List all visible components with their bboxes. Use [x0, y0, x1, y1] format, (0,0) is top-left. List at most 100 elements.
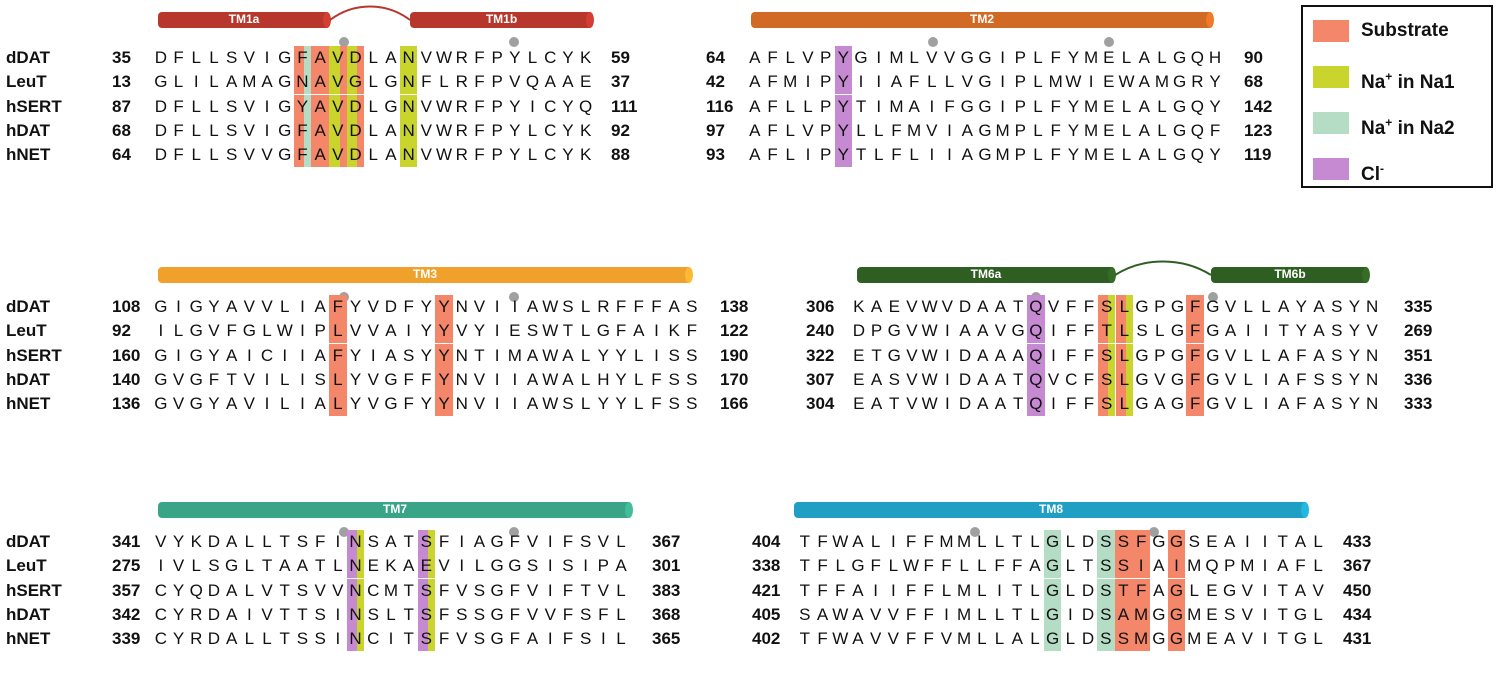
residue: S [562, 297, 574, 316]
start-residue-number: 306 [806, 297, 835, 316]
residue: I [876, 96, 882, 116]
residue: G [189, 345, 203, 365]
residue: I [876, 72, 882, 92]
residue: T [799, 580, 811, 600]
residue: G [346, 70, 365, 95]
residue: V [367, 394, 379, 414]
residue: A [1138, 120, 1150, 140]
residue: S [417, 602, 436, 627]
residue: Q [1027, 319, 1045, 344]
residue: F [1295, 556, 1306, 576]
residue: Y [615, 369, 627, 389]
residue: G [384, 369, 398, 389]
residue: A [961, 145, 973, 165]
residue: G [960, 96, 974, 116]
residue: C [1065, 369, 1078, 389]
residue: F [905, 580, 917, 600]
residue: F [403, 369, 414, 389]
residue: V [906, 321, 918, 341]
tm2-helix-label: TM2 [970, 12, 994, 26]
residue: Y [615, 394, 627, 414]
residue: L [1030, 532, 1040, 551]
residue: G [1173, 120, 1187, 140]
residue: L [1115, 343, 1134, 368]
residue: G [490, 556, 504, 576]
residue: I [947, 145, 952, 165]
residue: I [494, 345, 500, 365]
residue: L [1121, 145, 1132, 165]
residue: M [907, 120, 922, 140]
residue: L [527, 145, 538, 165]
residue: A [977, 321, 989, 341]
residue: E [417, 554, 436, 579]
residue: W [921, 321, 938, 341]
species-label: hNET [6, 629, 51, 649]
residue: I [583, 556, 588, 576]
residue: S [888, 369, 900, 389]
residue: I [1262, 556, 1268, 576]
tm1-helix-label: TM1b [485, 12, 518, 26]
residue: V [329, 70, 347, 95]
legend-label-substrate: Substrate [1361, 20, 1449, 41]
tm6-loop [1114, 260, 1212, 276]
residue: L [1030, 580, 1040, 600]
residue: G [1206, 394, 1220, 414]
residue: C [154, 629, 167, 649]
residue: G [1206, 369, 1220, 389]
residue: N [399, 118, 418, 143]
residue: D [154, 145, 167, 165]
residue: F [1066, 321, 1077, 341]
residue: A [1313, 345, 1325, 365]
residue: I [890, 580, 896, 600]
residue: L [280, 369, 290, 389]
residue: A [1138, 48, 1150, 67]
residue: I [654, 321, 659, 341]
residue: E [1103, 96, 1115, 116]
residue: Y [172, 629, 185, 649]
residue: Y [1348, 394, 1361, 414]
residue: I [547, 556, 553, 576]
alignment-row: hNET 339 C Y R D A L L T S S I N C I T S F V S G F A I F S I L 365 [0, 627, 1500, 652]
residue: R [455, 145, 468, 165]
end-residue-number: 92 [611, 120, 630, 140]
residue: T [562, 321, 574, 341]
residue: V [329, 118, 347, 143]
residue: I [370, 345, 376, 365]
residue: L [1243, 345, 1253, 365]
residue: I [176, 345, 181, 365]
residue: L [191, 96, 201, 116]
residue: G [1043, 627, 1062, 652]
residue: A [852, 604, 864, 624]
residue: F [438, 580, 450, 600]
residue: A [977, 394, 989, 414]
residue: L [209, 96, 219, 116]
residue: F [817, 532, 828, 551]
residue: I [494, 394, 500, 414]
residue: A [225, 394, 238, 414]
residue: C [544, 120, 557, 140]
residue: A [870, 394, 883, 414]
residue: F [908, 72, 920, 92]
residue: V [155, 532, 167, 551]
residue: N [455, 297, 468, 316]
residue: G [1011, 321, 1025, 341]
residue: G [189, 297, 203, 316]
residue: C [367, 629, 380, 649]
residue: M [939, 532, 954, 551]
residue: V [1224, 297, 1237, 316]
residue: T [580, 580, 591, 600]
residue: A [749, 145, 761, 165]
species-label: dDAT [6, 48, 51, 67]
residue: L [1033, 72, 1043, 92]
residue: G [1206, 345, 1220, 365]
residue: I [890, 532, 896, 551]
residue: A [279, 556, 291, 576]
residue: A [890, 72, 903, 92]
residue: E [888, 297, 900, 316]
residue: K [668, 321, 680, 341]
residue: Y [420, 297, 433, 316]
residue: L [616, 604, 626, 624]
residue: V [887, 604, 900, 624]
residue: L [191, 48, 201, 67]
residue: S [225, 120, 238, 140]
